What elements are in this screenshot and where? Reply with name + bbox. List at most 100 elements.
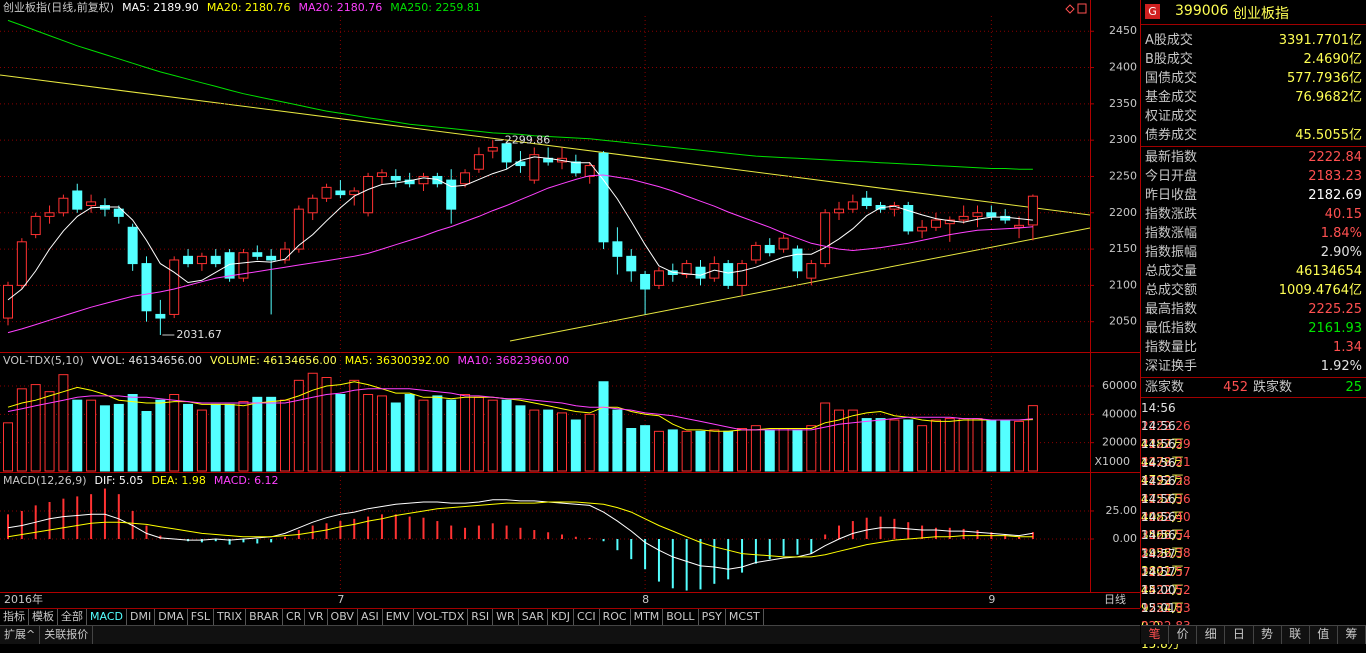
- indicator-tab[interactable]: TRIX: [214, 609, 247, 626]
- indicator-tab[interactable]: MCST: [726, 609, 764, 626]
- volume-bar: [1027, 405, 1038, 472]
- chart-area: 日线 X1000 2050 2100 2150 2200 2250 2300 2350 240…: [0, 0, 1141, 608]
- quote-row: 最高指数 2225.25: [1141, 300, 1366, 319]
- indicator-tab[interactable]: RSI: [468, 609, 494, 626]
- unit-label: X1000: [1094, 455, 1130, 468]
- indicator-tab[interactable]: OBV: [328, 609, 358, 626]
- indicator-tab[interactable]: KDJ: [548, 609, 574, 626]
- candle-body: [58, 197, 69, 214]
- quote-row: B股成交 2.4690亿: [1141, 50, 1366, 69]
- candle-body: [72, 190, 83, 210]
- indicator-tab[interactable]: DMA: [155, 609, 188, 626]
- row-label: 昨日收盘: [1145, 188, 1198, 203]
- panel-tab[interactable]: 价: [1169, 626, 1198, 644]
- indicator-tab[interactable]: ROC: [600, 609, 631, 626]
- indicator-tab[interactable]: BOLL: [663, 609, 699, 626]
- volume-bar: [515, 405, 526, 472]
- quote-row: 国债成交 577.7936亿: [1141, 69, 1366, 88]
- quote-row: 指数涨跌 40.15: [1141, 205, 1366, 224]
- quote-row: 指数涨幅 1.84%: [1141, 224, 1366, 243]
- row-value: 2.90%: [1320, 245, 1362, 260]
- volume-bar: [501, 399, 512, 472]
- indicator-tab[interactable]: MACD: [87, 609, 127, 626]
- candle-body: [432, 175, 443, 185]
- trade-row: 14:56 2222.36 4082万: [1141, 472, 1366, 524]
- candle-body: [584, 165, 595, 177]
- y-tick-label: 20000: [1102, 436, 1137, 449]
- panel-tab[interactable]: 筹: [1338, 626, 1366, 644]
- indicator-tab[interactable]: EMV: [383, 609, 414, 626]
- trade-row: 14:57 2222.52 9234万: [1141, 563, 1366, 615]
- status-button[interactable]: 关联报价: [40, 626, 94, 644]
- trade-time: 14:56: [1141, 437, 1176, 452]
- volume-bar: [626, 427, 637, 472]
- candle-body: [155, 313, 166, 319]
- candle-body: [986, 212, 997, 217]
- volume-bar: [487, 399, 498, 472]
- volume-bar: [113, 403, 124, 472]
- row-label: 最高指数: [1145, 302, 1198, 317]
- indicator-tab[interactable]: VOL-TDX: [414, 609, 469, 626]
- trade-price: 2222.26: [1141, 419, 1191, 433]
- panel-tab[interactable]: 值: [1310, 626, 1338, 644]
- status-button[interactable]: 扩展^: [0, 626, 41, 644]
- panel-tab[interactable]: 联: [1282, 626, 1310, 644]
- volume-bar: [141, 410, 152, 472]
- panel-tabs: 笔价细日势联值筹: [1141, 625, 1366, 644]
- volume-bar: [667, 429, 678, 472]
- indicator-tab[interactable]: FSL: [188, 609, 214, 626]
- y-tick-label: 2400: [1109, 61, 1137, 74]
- row-value: 2222.84: [1308, 150, 1362, 165]
- indicator-tab[interactable]: BRAR: [246, 609, 284, 626]
- candle-body: [266, 255, 277, 261]
- indicator-tab[interactable]: VR: [305, 609, 328, 626]
- indicator-tab[interactable]: 指标: [0, 609, 29, 626]
- panel-tab[interactable]: 细: [1197, 626, 1226, 644]
- trade-volume: 3956万: [1141, 546, 1184, 561]
- indicator-tab[interactable]: 模板: [29, 609, 58, 626]
- volume-bar: [280, 399, 290, 472]
- indicator-tab[interactable]: SAR: [519, 609, 549, 626]
- panel-tab[interactable]: 日: [1225, 626, 1254, 644]
- trade-row: 14:56 2222.21 4792万: [1141, 435, 1366, 487]
- candle-body: [3, 284, 13, 319]
- legend-entry: MA10: 36823960.00: [457, 354, 569, 367]
- indicator-tab[interactable]: CR: [283, 609, 306, 626]
- candle-body: [183, 255, 194, 265]
- y-tick-label: 0.00: [1113, 532, 1138, 545]
- candle-body: [917, 226, 928, 232]
- candle-body: [1000, 215, 1011, 221]
- volume-bar: [3, 422, 13, 472]
- indicator-tab[interactable]: MTM: [631, 609, 664, 626]
- down-count: 25: [1345, 380, 1362, 395]
- trade-volume: 4792万: [1141, 473, 1184, 488]
- candle-body: [723, 263, 734, 286]
- x-tick-label: 9: [988, 593, 995, 606]
- row-value: 2183.23: [1308, 169, 1362, 184]
- volume-bar: [169, 393, 180, 472]
- trade-price: 2222.57: [1141, 564, 1191, 579]
- x-tick-label: 7: [337, 593, 344, 606]
- indicator-tab[interactable]: DMI: [127, 609, 156, 626]
- indicator-tab[interactable]: ASI: [358, 609, 383, 626]
- indicator-tab[interactable]: WR: [493, 609, 519, 626]
- indicator-tab[interactable]: PSY: [699, 609, 726, 626]
- trade-price: 2222.83: [1141, 601, 1191, 615]
- row-value: 1009.4764亿: [1278, 283, 1362, 298]
- row-value: 2.4690亿: [1303, 52, 1363, 67]
- y-tick-label: 40000: [1102, 407, 1137, 420]
- indicator-tab[interactable]: 全部: [58, 609, 87, 626]
- quote-row: A股成交 3391.7701亿: [1141, 31, 1366, 50]
- panel-tab[interactable]: 势: [1254, 626, 1282, 644]
- trade-volume: 3566万: [1141, 528, 1184, 542]
- candle-body: [750, 244, 761, 261]
- volume-bar: [99, 405, 110, 472]
- volume-bar: [72, 399, 83, 472]
- quote-row: 深证换手 1.92%: [1141, 357, 1366, 376]
- row-value: 1.84%: [1320, 226, 1362, 241]
- candle-body: [1014, 224, 1025, 228]
- indicator-tab[interactable]: CCI: [574, 609, 600, 626]
- legend-entry: DEA: 1.98: [151, 474, 205, 487]
- panel-tab[interactable]: 笔: [1141, 626, 1170, 644]
